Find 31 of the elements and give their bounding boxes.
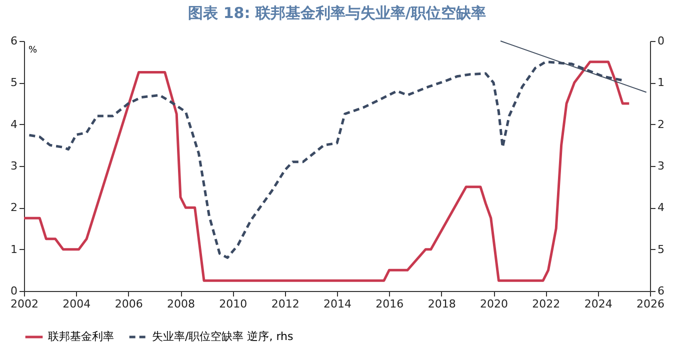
x-tick-label: 2004 [62, 298, 91, 310]
x-tick-label: 2024 [584, 298, 612, 310]
x-tick-label: 2006 [114, 298, 143, 310]
x-tick-label: 2008 [167, 298, 195, 310]
x-tick-label: 2002 [10, 298, 38, 310]
y-tick-label: 3 [10, 160, 18, 172]
y2-tick-label: 1 [658, 76, 664, 90]
legend-label: 联邦基金利率 [48, 330, 114, 343]
x-tick-label: 2018 [428, 298, 456, 310]
x-tick-label: 2012 [271, 298, 300, 310]
y-axis-title: % [28, 46, 38, 56]
y-tick-label: 5 [10, 76, 18, 90]
y-tick-label: 1 [10, 242, 18, 256]
y-tick-label: 0 [10, 284, 18, 298]
x-tick-label: 2022 [532, 298, 560, 310]
y2-tick-label: 4 [658, 201, 664, 214]
x-tick-label: 2016 [376, 298, 404, 310]
x-tick-label: 2026 [636, 298, 664, 310]
y-tick-label: 6 [10, 34, 18, 48]
y2-tick-label: 5 [658, 242, 664, 256]
x-tick-label: 2010 [219, 298, 248, 310]
y-tick-label: 2 [10, 201, 18, 214]
legend-label: 失业率/职位空缺率 逆序, rhs [152, 330, 294, 343]
y-tick-label: 4 [10, 118, 18, 131]
x-tick-label: 2014 [324, 298, 352, 310]
y2-tick-label: 0 [658, 34, 664, 48]
chart-title: 图表 18: 联邦基金利率与失业率/职位空缺率 [188, 4, 486, 22]
y2-tick-label: 6 [658, 284, 664, 298]
x-tick-label: 2020 [480, 298, 508, 310]
y2-tick-label: 2 [658, 118, 664, 131]
y2-tick-label: 3 [658, 160, 664, 172]
